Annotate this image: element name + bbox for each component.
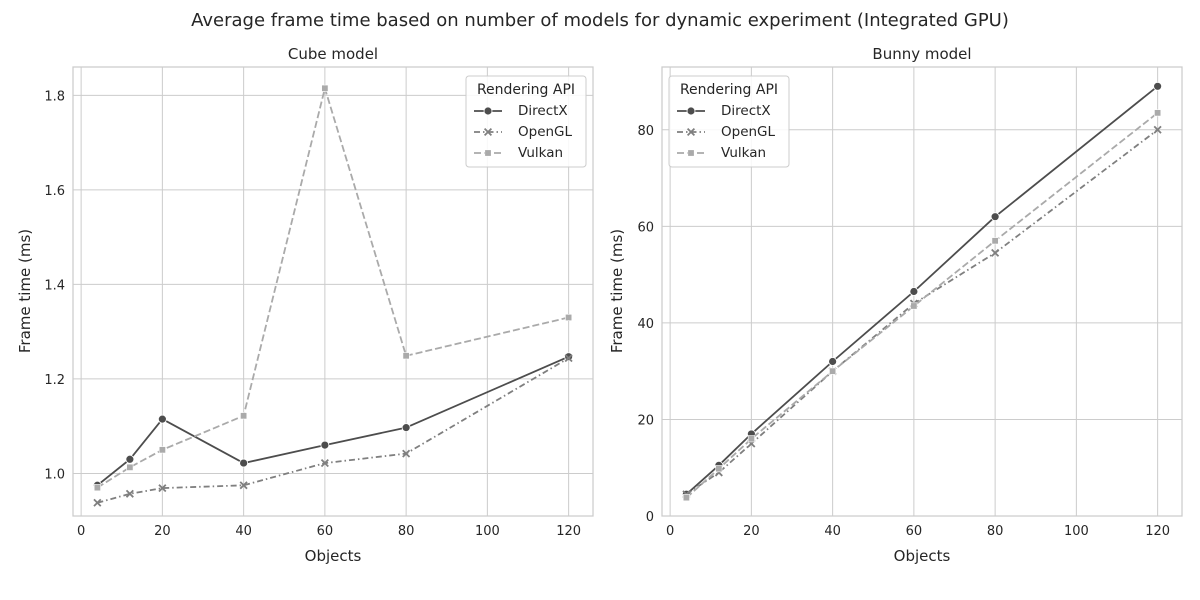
cube-directx-point-1 <box>125 454 135 464</box>
cube-opengl-point-1 <box>125 489 134 498</box>
bunny-vulkan-point-3 <box>829 367 837 375</box>
bunny-vulkan-series <box>682 109 1162 502</box>
cube-plot-frame <box>72 66 594 517</box>
bunny-opengl-legend-label: OpenGL <box>721 124 776 140</box>
bunny-vulkan-legend-point-0 <box>687 149 695 157</box>
bunny-model-panel: Bunny model Objects Frame time (ms) 0 20 4… <box>608 45 1183 565</box>
cube-opengl-legend-point-0 <box>483 127 493 137</box>
bunny-y-tick-label: 60 <box>637 220 654 235</box>
cube-directx-point-5 <box>401 423 411 433</box>
cube-directx-point-6 <box>564 352 574 362</box>
cube-x-tick-label: 0 <box>77 524 85 539</box>
bunny-directx-point-6 <box>1153 81 1163 91</box>
cube-directx-point-2 <box>157 414 167 424</box>
bunny-x-tick-label: 120 <box>1145 524 1170 539</box>
bunny-x-tick-label: 20 <box>743 524 760 539</box>
bunny-plot-frame <box>661 66 1183 517</box>
cube-y-tick-label: 1.4 <box>44 278 65 293</box>
cube-vulkan-point-3 <box>240 412 248 420</box>
cube-directx-legend-point-0 <box>483 106 493 116</box>
cube-x-tick-label: 40 <box>235 524 252 539</box>
cube-vulkan-series <box>93 84 573 492</box>
bunny-vulkan-point-1 <box>715 465 723 473</box>
cube-opengl-point-0 <box>93 498 102 507</box>
bunny-x-tick-label: 80 <box>987 524 1004 539</box>
bunny-opengl-line <box>685 129 1159 496</box>
cube-legend-box <box>465 75 587 168</box>
bunny-x-tick-label: 60 <box>906 524 923 539</box>
cube-opengl-series <box>93 354 573 507</box>
bunny-vulkan-point-4 <box>910 302 918 310</box>
cube-y-tick-label: 1.2 <box>44 373 65 388</box>
bunny-directx-legend-label: DirectX <box>721 103 771 119</box>
bunny-directx-point-3 <box>828 357 838 366</box>
bunny-vulkan-point-2 <box>747 435 755 443</box>
bunny-y-tick-label: 0 <box>646 510 654 525</box>
cube-vulkan-point-2 <box>158 446 166 454</box>
bunny-opengl-point-5 <box>991 248 1000 257</box>
bunny-directx-point-4 <box>909 287 919 296</box>
bunny-y-axis-label: Frame time (ms) <box>608 229 626 353</box>
bunny-directx-legend-point-0 <box>686 106 696 116</box>
cube-legend: Rendering API DirectX OpenGL Vulkan <box>465 75 587 168</box>
bunny-x-tick-label: 40 <box>824 524 841 539</box>
bunny-vulkan-point-0 <box>682 494 690 502</box>
bunny-y-tick-label: 80 <box>637 124 654 139</box>
cube-vulkan-point-0 <box>93 484 101 492</box>
cube-directx-series <box>92 352 574 490</box>
cube-directx-line <box>96 355 569 487</box>
cube-opengl-point-5 <box>402 449 411 458</box>
cube-x-tick-label: 60 <box>317 524 334 539</box>
cube-x-axis-label: Objects <box>305 547 362 565</box>
cube-directx-point-3 <box>239 458 249 468</box>
cube-opengl-point-3 <box>239 481 248 490</box>
cube-y-tick-label: 1.8 <box>44 89 65 104</box>
bunny-vulkan-line <box>685 112 1159 499</box>
bunny-opengl-point-6 <box>1153 125 1162 134</box>
cube-opengl-point-4 <box>320 459 329 468</box>
bunny-directx-point-5 <box>990 212 1000 222</box>
bunny-y-tick-label: 20 <box>637 413 654 428</box>
bunny-legend: Rendering API DirectX OpenGL Vulkan <box>668 75 790 168</box>
bunny-panel-title: Bunny model <box>872 45 971 63</box>
cube-x-tick-label: 100 <box>475 524 500 539</box>
bunny-x-tick-label: 0 <box>666 524 674 539</box>
cube-opengl-line <box>97 357 570 504</box>
cube-x-tick-label: 20 <box>154 524 171 539</box>
cube-vulkan-legend-point-0 <box>484 149 492 157</box>
cube-opengl-legend-label: OpenGL <box>518 124 573 140</box>
bunny-opengl-legend-point-0 <box>686 127 696 137</box>
cube-y-axis-label: Frame time (ms) <box>16 229 34 353</box>
cube-vulkan-point-1 <box>126 463 134 471</box>
cube-y-tick-label: 1.0 <box>44 467 65 482</box>
bunny-x-axis-label: Objects <box>894 547 951 565</box>
bunny-x-tick-label: 100 <box>1064 524 1089 539</box>
cube-x-tick-label: 80 <box>398 524 415 539</box>
cube-vulkan-point-4 <box>321 84 329 92</box>
cube-opengl-point-2 <box>158 484 167 493</box>
bunny-legend-box <box>668 75 790 168</box>
cube-model-panel: Cube model Objects Frame time (ms) 0 20 40… <box>16 45 594 565</box>
bunny-y-tick-label: 40 <box>637 317 654 332</box>
cube-legend-title: Rendering API <box>477 82 575 98</box>
cube-x-tick-label: 120 <box>556 524 581 539</box>
cube-panel-title: Cube model <box>288 45 378 63</box>
bunny-vulkan-legend-label: Vulkan <box>721 145 766 161</box>
cube-vulkan-point-5 <box>402 352 410 360</box>
cube-opengl-point-6 <box>564 354 573 363</box>
cube-vulkan-point-6 <box>565 313 573 321</box>
bunny-legend-title: Rendering API <box>680 82 778 98</box>
bunny-vulkan-point-6 <box>1154 109 1162 117</box>
cube-directx-point-4 <box>320 440 330 450</box>
cube-y-tick-label: 1.6 <box>44 184 65 199</box>
cube-directx-legend-label: DirectX <box>518 103 568 119</box>
bunny-vulkan-point-5 <box>991 237 999 245</box>
figure-title: Average frame time based on number of mo… <box>191 10 1009 31</box>
cube-vulkan-legend-label: Vulkan <box>518 145 563 161</box>
